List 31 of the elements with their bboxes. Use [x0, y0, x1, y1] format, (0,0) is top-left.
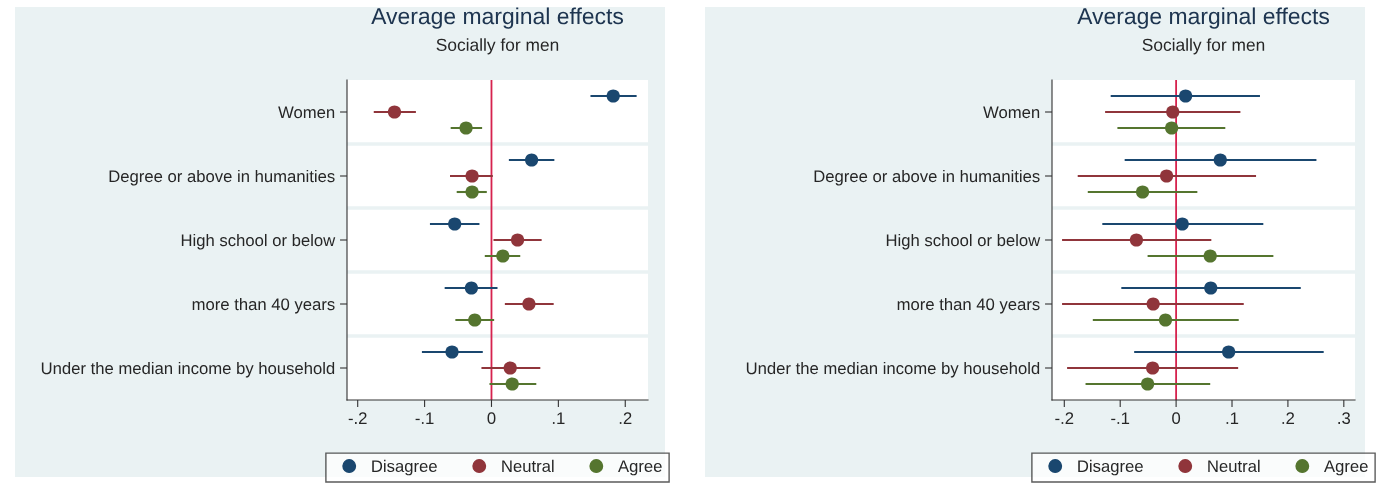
y-tick-label: Under the median income by household	[746, 361, 1040, 378]
x-tick-label: -.2	[348, 412, 367, 424]
y-tick-label: Women	[278, 106, 335, 119]
y-tick-label: Under the median income by household	[41, 361, 335, 378]
legend-label: Disagree	[372, 459, 437, 476]
legend-label: Neutral	[1208, 459, 1260, 473]
y-tick-label: High school or below	[181, 233, 336, 250]
x-tick-label: .2	[619, 412, 632, 424]
x-tick-label: -.2	[1055, 412, 1074, 424]
x-tick-label: -.1	[1111, 412, 1130, 424]
legend-label: Agree	[618, 460, 662, 476]
x-tick-label: .2	[1282, 412, 1295, 424]
x-tick-label: .3	[1338, 412, 1351, 425]
y-tick-label: Degree or above in humanities	[814, 169, 1040, 186]
x-tick-label: 0	[487, 412, 496, 425]
x-tick-label: 0	[1172, 412, 1181, 425]
legend-label: Disagree	[1078, 459, 1143, 476]
chart-title: Average marginal effects	[1077, 7, 1330, 29]
chart-subtitle: Socially for men	[436, 38, 559, 55]
legend-label: Neutral	[502, 459, 554, 473]
legend-label: Agree	[1324, 460, 1368, 476]
chart-subtitle: Socially for men	[1142, 38, 1265, 55]
x-tick-label: .1	[552, 412, 565, 424]
x-tick-label: -.1	[415, 412, 434, 424]
y-tick-label: more than 40 years	[897, 297, 1040, 314]
y-tick-label: Degree or above in humanities	[109, 169, 335, 186]
y-tick-label: more than 40 years	[192, 297, 335, 314]
chart-title: Average marginal effects	[371, 7, 624, 29]
y-tick-label: High school or below	[886, 233, 1041, 250]
x-tick-label: .1	[1226, 412, 1239, 424]
y-tick-label: Women	[983, 106, 1040, 119]
